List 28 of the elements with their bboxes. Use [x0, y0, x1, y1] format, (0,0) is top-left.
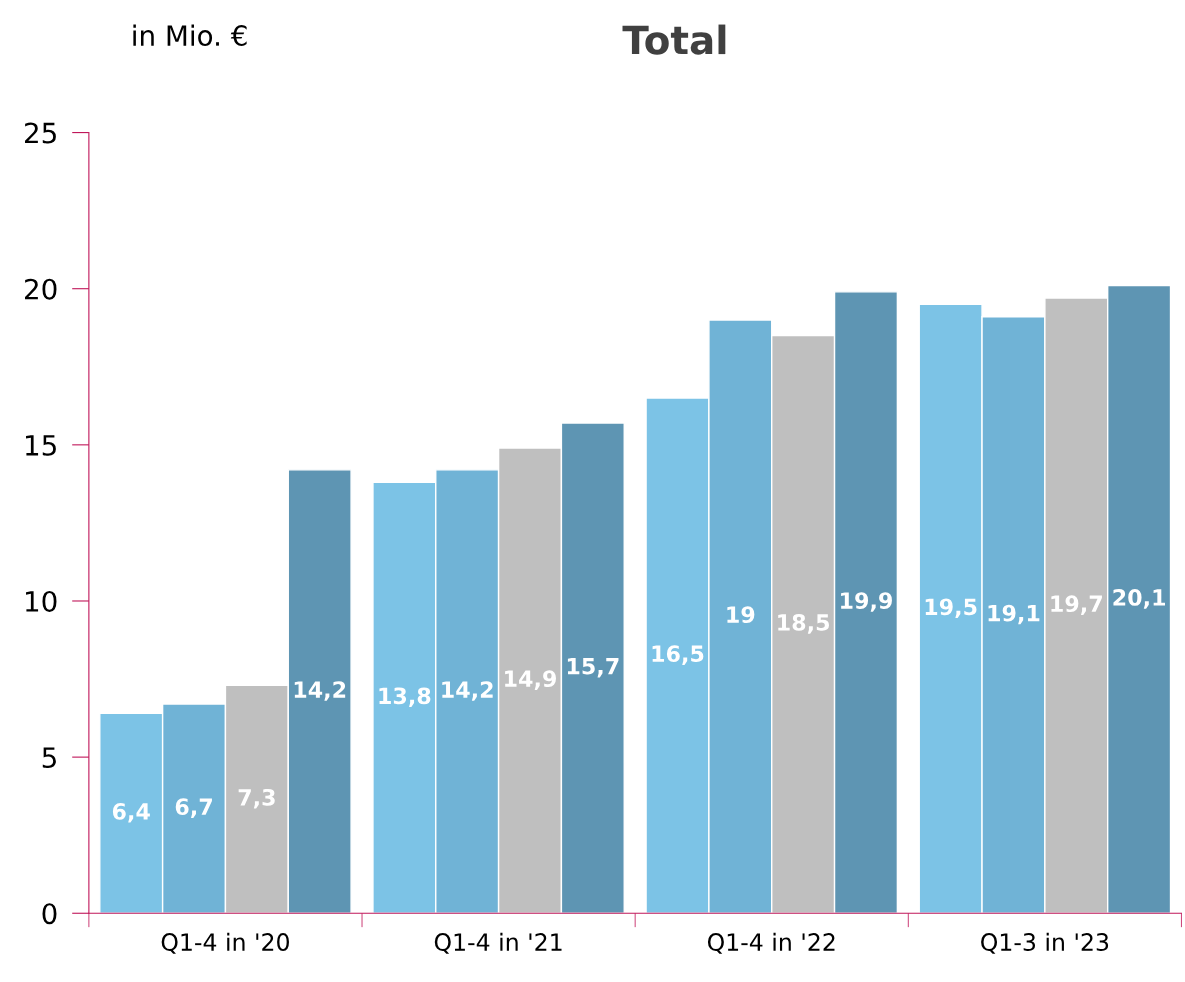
data-label: 20,1 — [1113, 589, 1165, 609]
x-tick-label: Q1-4 in '21 — [434, 932, 562, 954]
x-tick-label: Q1-4 in '22 — [707, 932, 835, 954]
data-label: 16,5 — [652, 645, 704, 665]
data-label: 14,2 — [442, 681, 493, 701]
data-label: 19,7 — [1051, 595, 1102, 615]
y-tick-label: 0 — [42, 903, 57, 925]
data-label: 19,9 — [841, 592, 892, 612]
data-label: 14,2 — [294, 681, 346, 701]
data-label: 6,7 — [175, 798, 212, 818]
data-label: 7,3 — [238, 788, 275, 809]
data-label: 13,8 — [379, 687, 431, 708]
data-label: 19 — [727, 606, 755, 624]
data-label: 14,9 — [505, 670, 556, 690]
x-tick-label: Q1-3 in '23 — [981, 932, 1109, 954]
y-tick-label: 15 — [26, 435, 56, 456]
data-label: 18,5 — [778, 614, 830, 634]
y-tick-label: 20 — [25, 278, 57, 300]
data-label: 19,1 — [988, 604, 1040, 625]
data-label: 6,4 — [112, 802, 150, 823]
data-label: 15,7 — [567, 658, 619, 678]
y-tick-label: 5 — [42, 747, 56, 769]
data-label: 19,5 — [925, 598, 977, 619]
y-axis-title: in Mio. € — [133, 24, 247, 47]
y-tick-label: 25 — [25, 122, 56, 144]
y-tick-label: 10 — [26, 590, 57, 612]
chart-title: Total — [622, 24, 726, 55]
x-tick-label: Q1-4 in '20 — [161, 932, 289, 954]
